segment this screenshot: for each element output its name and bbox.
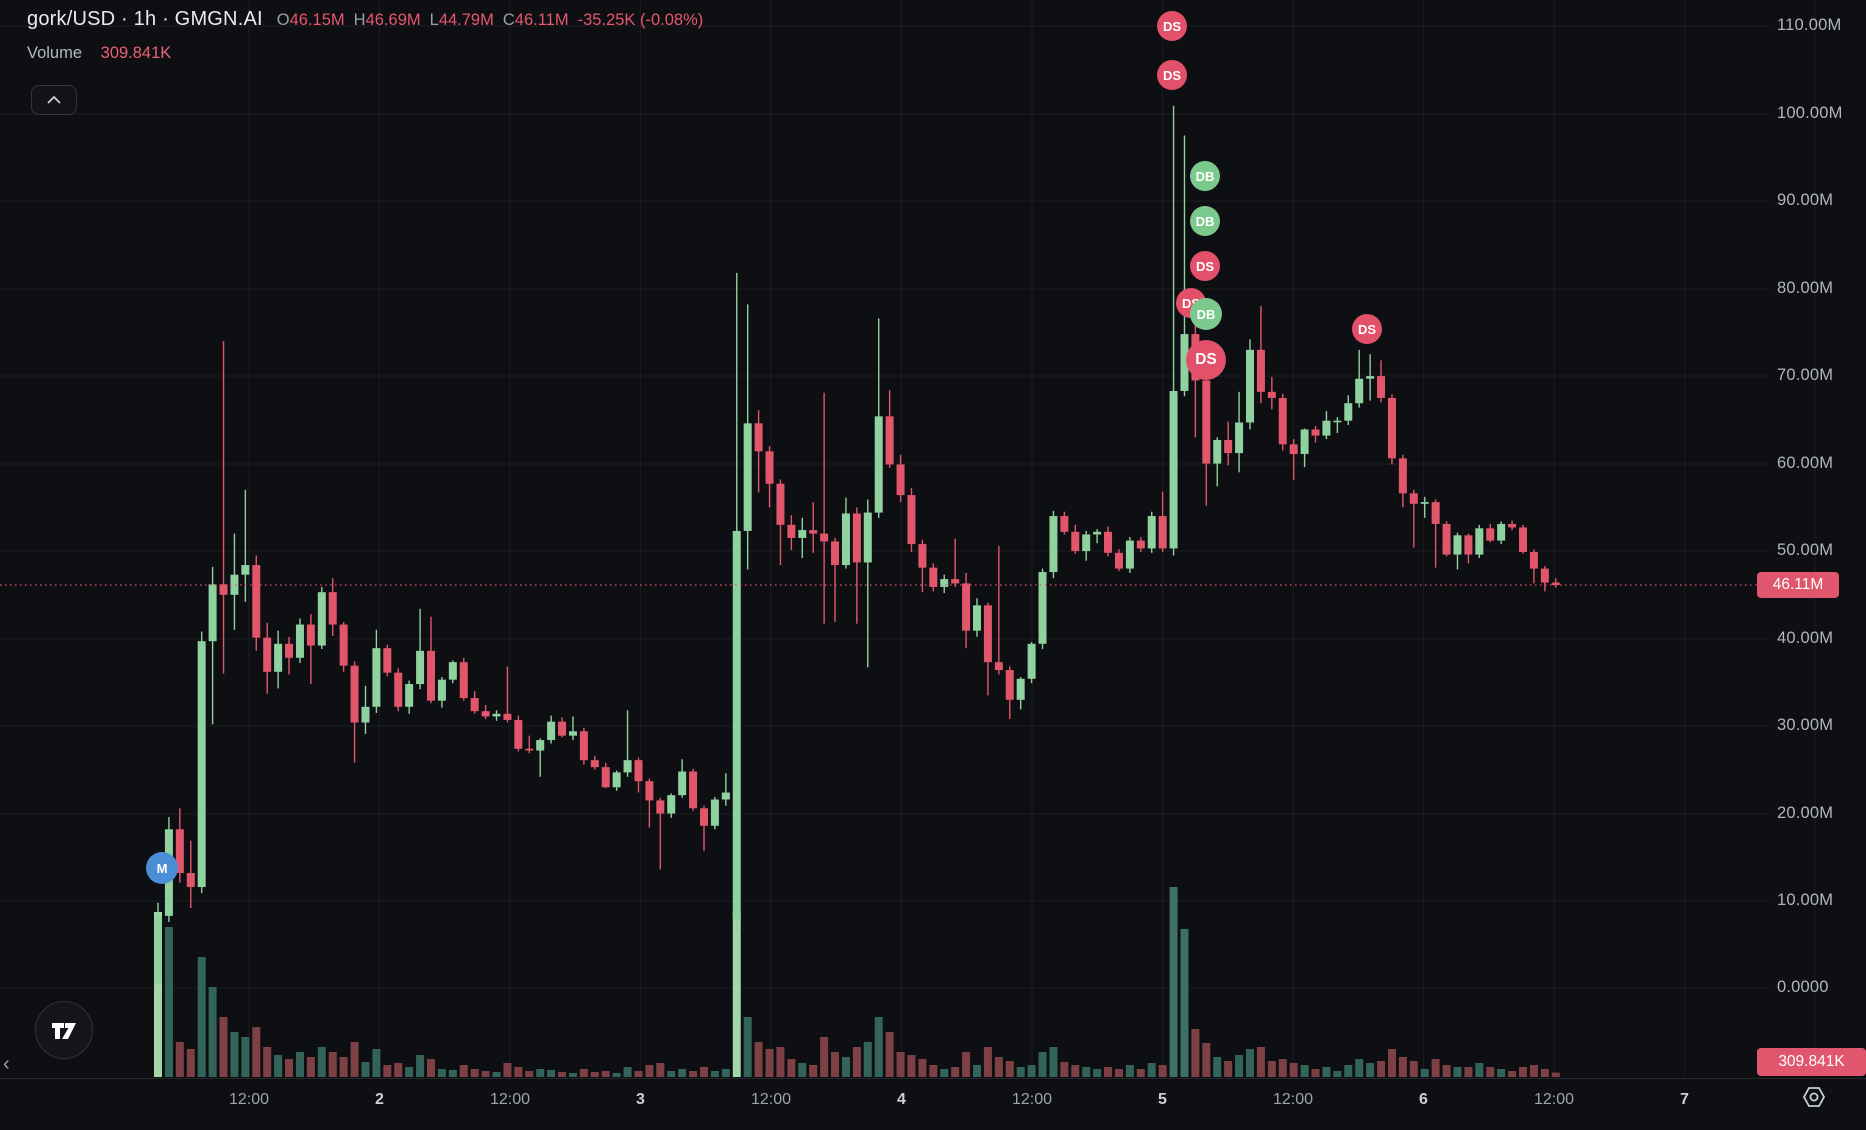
open-label: O (276, 11, 290, 29)
high-value: 46.69M (365, 11, 421, 29)
trade-marker-badge[interactable]: DS (1190, 251, 1220, 281)
volume-value: 309.841K (100, 44, 172, 62)
settings-gear-icon[interactable] (1801, 1085, 1827, 1114)
collapse-panel-button[interactable] (31, 85, 77, 115)
trade-marker-badge[interactable]: DS (1352, 314, 1382, 344)
price-axis-label: 20.00M (1777, 804, 1834, 822)
trade-marker-badge[interactable]: DS (1186, 340, 1226, 380)
time-axis-label: 12:00 (1011, 1091, 1053, 1108)
time-axis-label: 2 (375, 1091, 384, 1108)
volume-indicator-row: Volume 309.841K (27, 44, 171, 63)
current-price-label: 46.11M (1757, 572, 1839, 598)
time-axis-label: 3 (636, 1091, 645, 1108)
price-axis-label: 80.00M (1777, 279, 1834, 297)
trade-marker-badge[interactable]: M (146, 852, 178, 884)
time-axis-label: 12:00 (1533, 1091, 1575, 1108)
trade-marker-badge[interactable]: DB (1190, 206, 1220, 236)
trade-marker-badge[interactable]: DS (1157, 11, 1187, 41)
change-value: -35.25K (-0.08%) (577, 11, 704, 29)
high-label: H (353, 11, 366, 29)
time-axis-label: 12:00 (489, 1091, 531, 1108)
chevron-up-icon (47, 96, 61, 104)
price-axis-label: 100.00M (1777, 104, 1843, 122)
price-axis-label: 110.00M (1777, 16, 1842, 34)
open-value: 46.15M (289, 11, 345, 29)
time-axis-separator (0, 1078, 1866, 1079)
low-value: 44.79M (438, 11, 494, 29)
time-axis-label: 12:00 (228, 1091, 270, 1108)
trade-marker-badge[interactable]: DS (1157, 60, 1187, 90)
history-back-arrow[interactable]: ‹ (3, 1053, 10, 1075)
time-axis-label: 4 (897, 1091, 906, 1108)
time-axis-label: 12:00 (1272, 1091, 1314, 1108)
price-axis-label: 90.00M (1777, 191, 1834, 209)
symbol-title[interactable]: gork/USD · 1h · GMGN.AI (27, 8, 263, 30)
price-axis-label: 60.00M (1777, 454, 1834, 472)
price-axis-label: 40.00M (1777, 629, 1834, 647)
low-label: L (429, 11, 439, 29)
time-axis-label: 6 (1419, 1091, 1428, 1108)
trade-marker-badge[interactable]: DB (1190, 298, 1222, 330)
price-axis-label: 30.00M (1777, 716, 1834, 734)
price-axis-label: 70.00M (1777, 366, 1834, 384)
close-label: C (502, 11, 515, 29)
chart-header: gork/USD · 1h · GMGN.AI O46.15M H46.69M … (27, 8, 703, 31)
tradingview-logo-icon (52, 1023, 76, 1039)
time-axis-label: 5 (1158, 1091, 1167, 1108)
time-axis-label: 7 (1680, 1091, 1689, 1108)
ohlc-readout: O46.15M H46.69M L44.79M C46.11M -35.25K … (277, 11, 703, 30)
close-value: 46.11M (514, 11, 569, 29)
price-axis-label: 50.00M (1777, 541, 1834, 559)
current-volume-label: 309.841K (1757, 1048, 1866, 1076)
trade-marker-badge[interactable]: DB (1190, 161, 1220, 191)
price-axis-label: 10.00M (1777, 891, 1834, 909)
volume-label[interactable]: Volume (27, 44, 83, 62)
price-axis-label: 0.0000 (1777, 978, 1829, 996)
tradingview-logo[interactable] (35, 1001, 93, 1059)
time-axis-label: 12:00 (750, 1091, 792, 1108)
